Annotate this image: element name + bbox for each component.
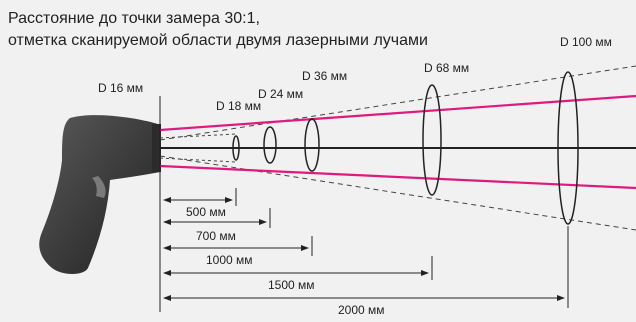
spot-ellipse-100 — [557, 71, 579, 225]
distance-label-700: 700 мм — [196, 229, 236, 243]
spot-label-36: D 36 мм — [302, 69, 347, 83]
spot-ellipse-18 — [232, 135, 240, 161]
near-cone-upper — [159, 133, 237, 139]
thermometer-device — [39, 115, 161, 274]
laser-beam-upper — [159, 94, 636, 132]
laser-beam-lower — [159, 164, 636, 190]
spot-ellipse-68 — [422, 84, 442, 196]
spot-ellipse-24 — [263, 126, 277, 164]
spot-label-24: D 24 мм — [258, 87, 303, 101]
spot-ellipse-36 — [304, 118, 320, 172]
distance-label-2000: 2000 мм — [338, 303, 385, 317]
title-line-2: отметка сканируемой области двумя лазерн… — [8, 32, 428, 49]
distance-label-1000: 1000 мм — [206, 253, 253, 267]
near-cone-lower — [159, 157, 237, 163]
device-trigger — [92, 176, 106, 198]
spot-label-18: D 18 мм — [216, 99, 261, 113]
title-line-1: Расстояние до точки замера 30:1, — [8, 10, 260, 27]
distance-label-500: 500 мм — [186, 205, 226, 219]
spot-label-16: D 16 мм — [98, 81, 143, 95]
spot-label-100: D 100 мм — [560, 35, 612, 49]
distance-label-1500: 1500 мм — [268, 278, 315, 292]
device-lens — [152, 124, 161, 172]
spot-label-68: D 68 мм — [424, 61, 469, 75]
